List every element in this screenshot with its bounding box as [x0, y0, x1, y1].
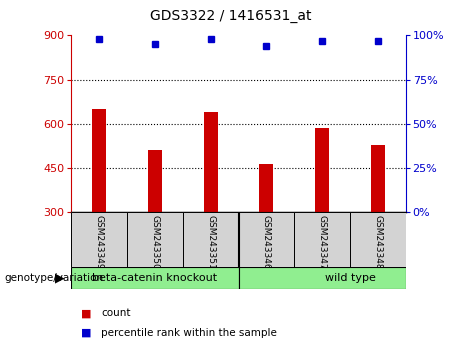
- Text: beta-catenin knockout: beta-catenin knockout: [93, 273, 218, 283]
- Bar: [204, 112, 218, 212]
- Text: GSM243349: GSM243349: [95, 215, 104, 270]
- Text: GSM243350: GSM243350: [150, 215, 160, 270]
- Text: genotype/variation: genotype/variation: [5, 273, 104, 283]
- Bar: [71, 267, 239, 289]
- Text: GSM243351: GSM243351: [206, 215, 215, 270]
- Text: ▶: ▶: [55, 272, 65, 284]
- Bar: [92, 109, 106, 212]
- Text: ■: ■: [81, 308, 91, 318]
- Bar: [238, 267, 406, 289]
- Text: GSM243346: GSM243346: [262, 215, 271, 270]
- Text: wild type: wild type: [325, 273, 375, 283]
- Bar: [148, 150, 162, 212]
- Bar: [127, 212, 183, 267]
- Bar: [371, 145, 385, 212]
- Bar: [238, 212, 294, 267]
- Bar: [183, 212, 238, 267]
- Bar: [71, 212, 127, 267]
- Text: count: count: [101, 308, 131, 318]
- Text: ■: ■: [81, 328, 91, 338]
- Text: percentile rank within the sample: percentile rank within the sample: [101, 328, 278, 338]
- Text: GSM243348: GSM243348: [373, 215, 382, 270]
- Bar: [260, 164, 273, 212]
- Text: GDS3322 / 1416531_at: GDS3322 / 1416531_at: [150, 9, 311, 23]
- Bar: [294, 212, 350, 267]
- Text: GSM243347: GSM243347: [318, 215, 327, 270]
- Bar: [350, 212, 406, 267]
- Bar: [315, 128, 329, 212]
